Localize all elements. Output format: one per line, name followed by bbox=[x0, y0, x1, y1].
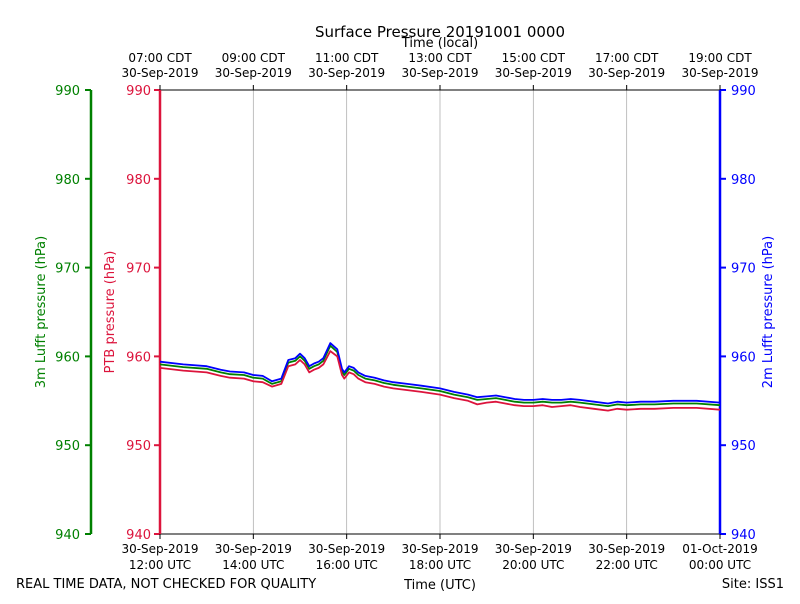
x-tick-label-time: 18:00 UTC bbox=[409, 558, 471, 572]
lufft3m-y-tick-label: 980 bbox=[55, 173, 80, 188]
x-tick-label-date: 30-Sep-2019 bbox=[495, 542, 572, 556]
top-axis-label: Time (local) bbox=[401, 36, 478, 51]
lufft3m-y-tick-label: 950 bbox=[55, 439, 80, 454]
x-tick-label-date: 30-Sep-2019 bbox=[215, 542, 292, 556]
ptb-y-tick-label: 980 bbox=[126, 173, 151, 188]
top-tick-label-time: 09:00 CDT bbox=[222, 51, 286, 65]
top-tick-label-time: 17:00 CDT bbox=[595, 51, 659, 65]
top-tick-label-date: 30-Sep-2019 bbox=[681, 66, 758, 80]
top-tick-label-time: 15:00 CDT bbox=[502, 51, 566, 65]
lufft3m-y-tick-label: 940 bbox=[55, 528, 80, 543]
ptb-y-tick-label: 990 bbox=[126, 84, 151, 99]
left-inner-axis-label: PTB pressure (hPa) bbox=[103, 251, 118, 374]
x-axis-label: Time (UTC) bbox=[403, 578, 476, 593]
top-tick-label-time: 13:00 CDT bbox=[408, 51, 472, 65]
x-tick-label-time: 16:00 UTC bbox=[316, 558, 378, 572]
top-tick-label-date: 30-Sep-2019 bbox=[401, 66, 478, 80]
top-tick-label-time: 07:00 CDT bbox=[128, 51, 192, 65]
x-tick-label-time: 20:00 UTC bbox=[502, 558, 564, 572]
right-y-tick-label: 970 bbox=[731, 262, 756, 277]
ptb-y-tick-label: 950 bbox=[126, 439, 151, 454]
ptb-y-tick-label: 970 bbox=[126, 262, 151, 277]
x-tick-label-date: 30-Sep-2019 bbox=[308, 542, 385, 556]
x-tick-label-time: 22:00 UTC bbox=[596, 558, 658, 572]
left-outer-axis-label: 3m Lufft pressure (hPa) bbox=[34, 236, 49, 388]
series-line-2m-lufft-pressure bbox=[159, 342, 721, 405]
top-tick-label-date: 30-Sep-2019 bbox=[121, 66, 198, 80]
x-tick-label-time: 12:00 UTC bbox=[129, 558, 191, 572]
right-y-tick-label: 960 bbox=[731, 350, 756, 365]
top-tick-label-date: 30-Sep-2019 bbox=[495, 66, 572, 80]
x-tick-label-date: 30-Sep-2019 bbox=[121, 542, 198, 556]
series-line-ptb-pressure bbox=[159, 350, 721, 412]
lufft3m-y-tick-label: 990 bbox=[55, 84, 80, 99]
lufft3m-y-tick-label: 960 bbox=[55, 350, 80, 365]
top-tick-label-date: 30-Sep-2019 bbox=[588, 66, 665, 80]
series-line-3m-lufft-pressure bbox=[159, 344, 721, 408]
x-tick-label-date: 30-Sep-2019 bbox=[401, 542, 478, 556]
site-label: Site: ISS1 bbox=[722, 577, 784, 592]
x-tick-label-date: 30-Sep-2019 bbox=[588, 542, 665, 556]
lufft3m-y-tick-label: 970 bbox=[55, 262, 80, 277]
right-y-tick-label: 950 bbox=[731, 439, 756, 454]
ptb-y-tick-label: 940 bbox=[126, 528, 151, 543]
x-tick-label-time: 00:00 UTC bbox=[689, 558, 751, 572]
top-tick-label-time: 11:00 CDT bbox=[315, 51, 379, 65]
right-axis-label: 2m Lufft pressure (hPa) bbox=[761, 236, 776, 388]
chart-title: Surface Pressure 20191001 0000 bbox=[315, 23, 565, 41]
right-y-tick-label: 980 bbox=[731, 173, 756, 188]
top-tick-label-date: 30-Sep-2019 bbox=[215, 66, 292, 80]
ptb-y-tick-label: 960 bbox=[126, 350, 151, 365]
quality-disclaimer: REAL TIME DATA, NOT CHECKED FOR QUALITY bbox=[16, 577, 316, 592]
x-tick-label-date: 01-Oct-2019 bbox=[682, 542, 758, 556]
right-y-tick-label: 990 bbox=[731, 84, 756, 99]
top-tick-label-date: 30-Sep-2019 bbox=[308, 66, 385, 80]
x-tick-label-time: 14:00 UTC bbox=[222, 558, 284, 572]
right-y-tick-label: 940 bbox=[731, 528, 756, 543]
top-tick-label-time: 19:00 CDT bbox=[688, 51, 752, 65]
